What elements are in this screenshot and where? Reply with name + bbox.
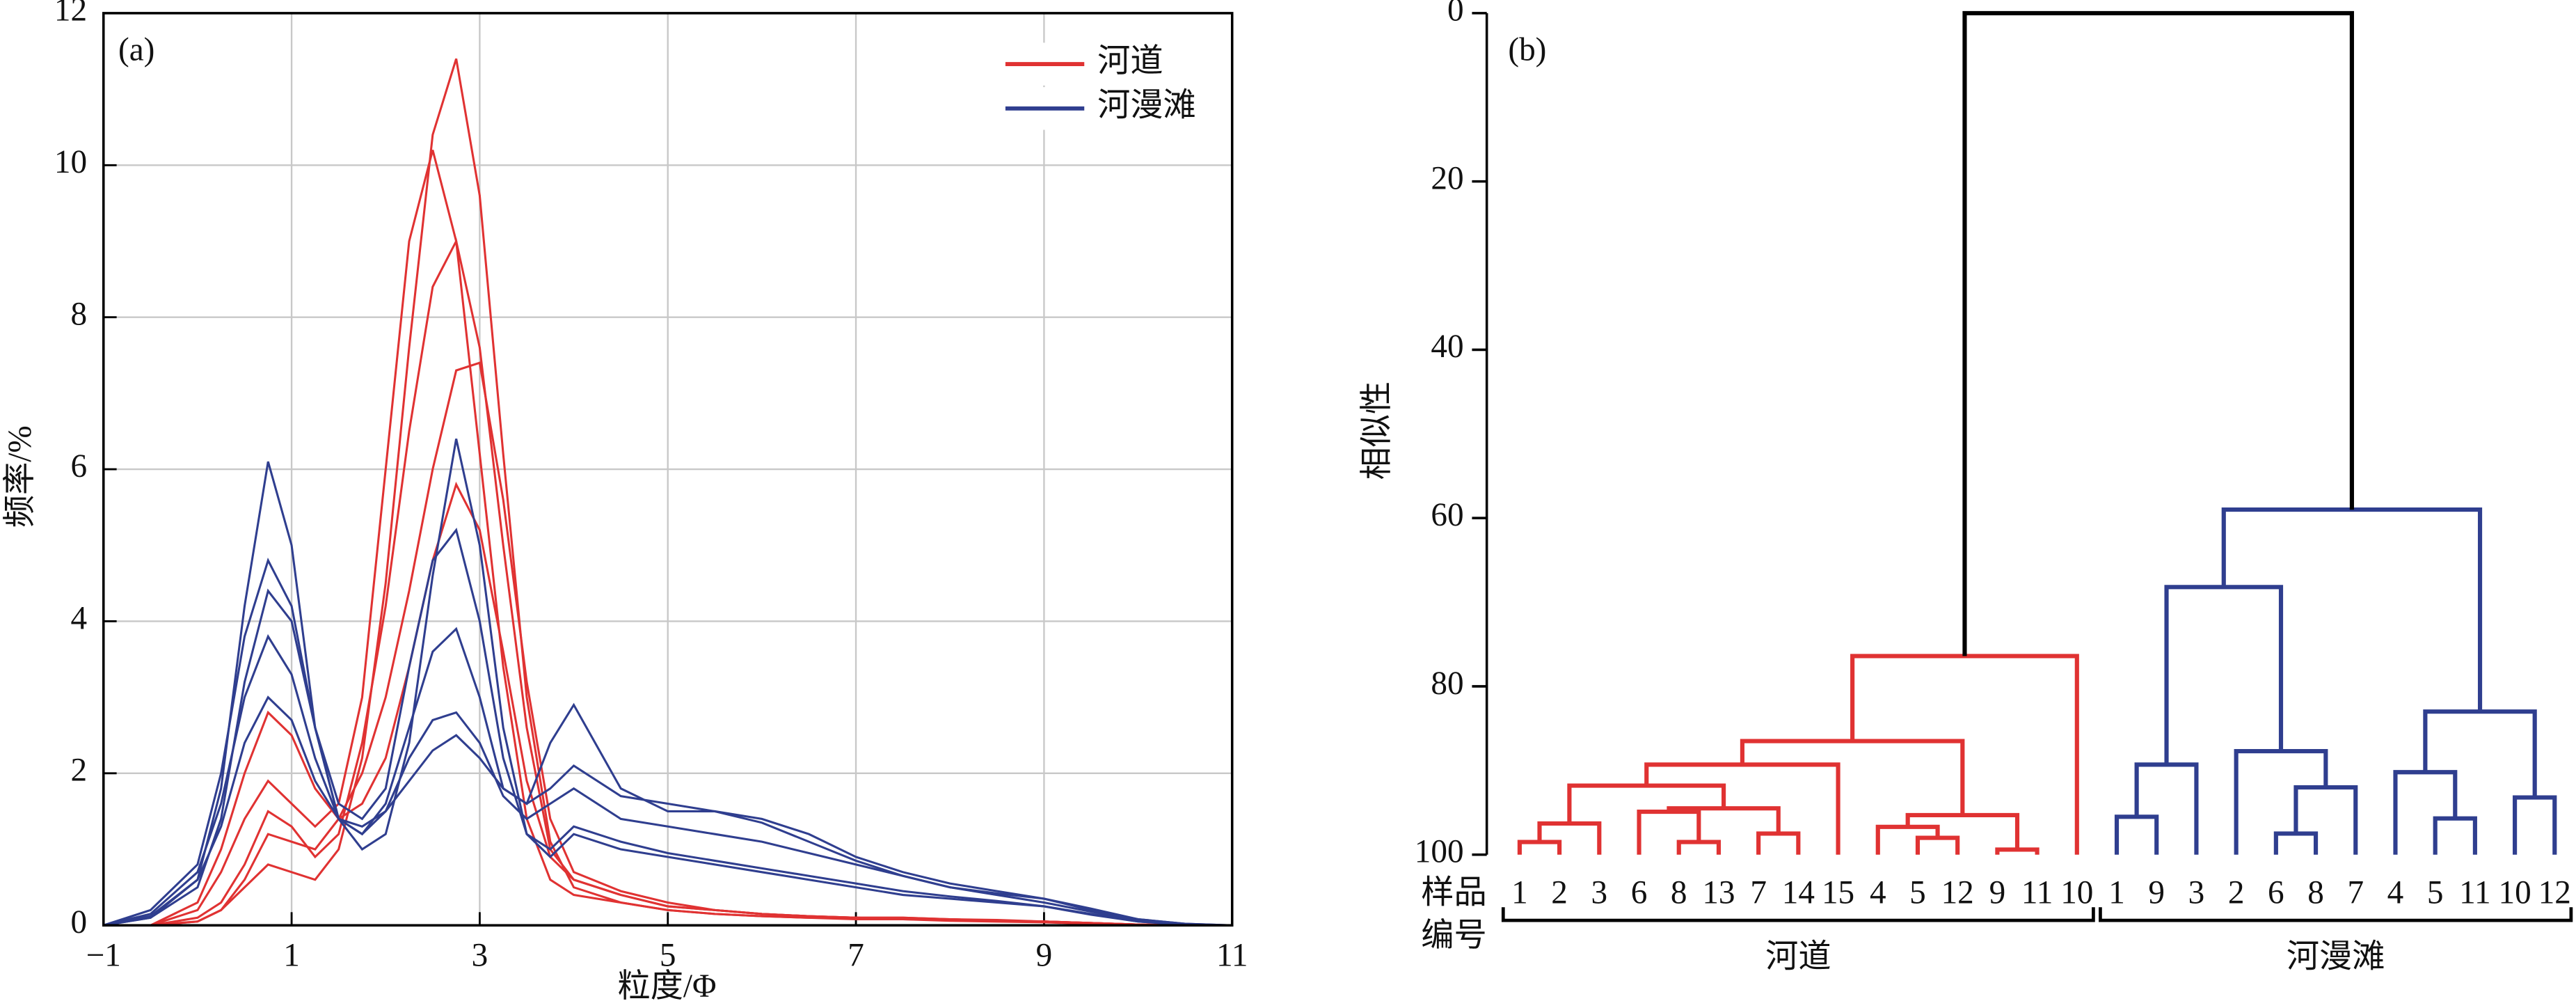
leaf-label: 4 (2387, 875, 2404, 911)
dendrogram-link (2393, 770, 2458, 855)
leaf-label: 9 (1989, 875, 2006, 911)
leaf-label: 15 (1822, 875, 1854, 911)
leaf-label: 12 (2538, 875, 2571, 911)
legend-label: 河漫滩 (1097, 88, 1196, 124)
curve (103, 695, 1232, 927)
dendrogram-link (2114, 814, 2159, 855)
x-tick-label: 3 (472, 937, 488, 973)
dendrogram-link (1962, 10, 2354, 656)
leaf-label: 13 (1702, 875, 1735, 911)
x-tick-label: 1 (283, 937, 300, 973)
leaf-axis-label: 样品 (1421, 875, 1486, 911)
x-tick-label: 5 (660, 937, 676, 973)
leaf-axis-label: 编号 (1421, 918, 1486, 954)
y-tick-label: 0 (71, 904, 88, 940)
group-bracket (1501, 907, 2095, 922)
leaf-label: 3 (1591, 875, 1608, 911)
dendrogram-link (2164, 585, 2284, 765)
y-axis-label: 相似性 (1359, 381, 1395, 480)
y-tick-label: 10 (54, 144, 87, 180)
panel-label: (a) (118, 31, 154, 68)
group-bracket (2099, 907, 2573, 922)
leaf-label: 9 (2148, 875, 2165, 911)
legend-label: 河道 (1097, 43, 1163, 79)
dendrogram-link (2513, 795, 2557, 855)
y-tick-label: 12 (54, 0, 87, 29)
dendrogram-link (1995, 847, 2040, 855)
leaf-label: 1 (2108, 875, 2125, 911)
leaf-label: 8 (1671, 875, 1687, 911)
dendrogram-link (2293, 785, 2358, 855)
dendrogram-link (1517, 840, 1562, 855)
y-tick-label: 60 (1431, 497, 1463, 533)
dendrogram-link (1905, 812, 2020, 850)
dendrogram-link (1740, 739, 1965, 815)
group-label: 河漫滩 (2287, 939, 2385, 975)
leaf-label: 5 (2427, 875, 2444, 911)
plot-frame (102, 12, 1234, 927)
dendrogram-link (1676, 840, 1721, 855)
panel-label: (b) (1508, 31, 1546, 68)
dendrogram-link (1537, 821, 1602, 855)
y-tick-label: 6 (71, 448, 88, 485)
dendrogram-link (1915, 835, 1960, 855)
y-tick-label: 0 (1447, 0, 1464, 29)
x-tick-label: 9 (1036, 937, 1053, 973)
dendrogram-link (2273, 831, 2319, 855)
y-tick-label: 40 (1431, 329, 1463, 365)
dendrogram-link (2433, 816, 2477, 855)
leaf-label: 1 (1511, 875, 1528, 911)
leaf-label: 5 (1909, 875, 1926, 911)
dendrogram-link (2134, 762, 2199, 855)
leaf-label: 3 (2188, 875, 2205, 911)
group-label: 河道 (1765, 939, 1831, 975)
dendrogram-link (2423, 709, 2537, 798)
y-axis-label: 频率/% (2, 425, 38, 528)
curve (103, 528, 1232, 927)
dendrogram-link (1875, 824, 1940, 855)
dendrogram-link (1756, 831, 1801, 855)
dendrogram-link (2234, 748, 2328, 855)
leaf-label: 11 (2021, 875, 2053, 911)
x-tick-label: −1 (86, 937, 121, 973)
y-tick-label: 2 (71, 753, 88, 789)
leaf-label: 2 (1551, 875, 1568, 911)
y-tick-label: 4 (71, 600, 88, 636)
x-axis-label: 粒度/Φ (618, 968, 717, 1005)
leaf-label: 12 (1941, 875, 1974, 911)
leaf-label: 10 (2498, 875, 2531, 911)
leaf-label: 6 (2268, 875, 2284, 911)
leaf-label: 6 (1631, 875, 1648, 911)
leaf-label: 8 (2307, 875, 2324, 911)
leaf-label: 4 (1870, 875, 1886, 911)
curve (103, 481, 1232, 927)
leaf-label: 7 (1750, 875, 1767, 911)
y-tick-label: 80 (1431, 666, 1463, 702)
y-tick-label: 20 (1431, 160, 1463, 196)
leaf-label: 7 (2347, 875, 2364, 911)
y-tick-label: 8 (71, 297, 88, 333)
x-tick-label: 11 (1216, 937, 1248, 973)
leaf-label: 11 (2459, 875, 2490, 911)
dendrogram-link (2221, 507, 2483, 712)
x-tick-label: 7 (848, 937, 864, 973)
leaf-label: 14 (1782, 875, 1815, 911)
y-tick-label: 100 (1415, 834, 1464, 870)
leaf-label: 10 (2060, 875, 2093, 911)
leaf-label: 2 (2228, 875, 2245, 911)
dendrogram-link (1637, 809, 1701, 855)
